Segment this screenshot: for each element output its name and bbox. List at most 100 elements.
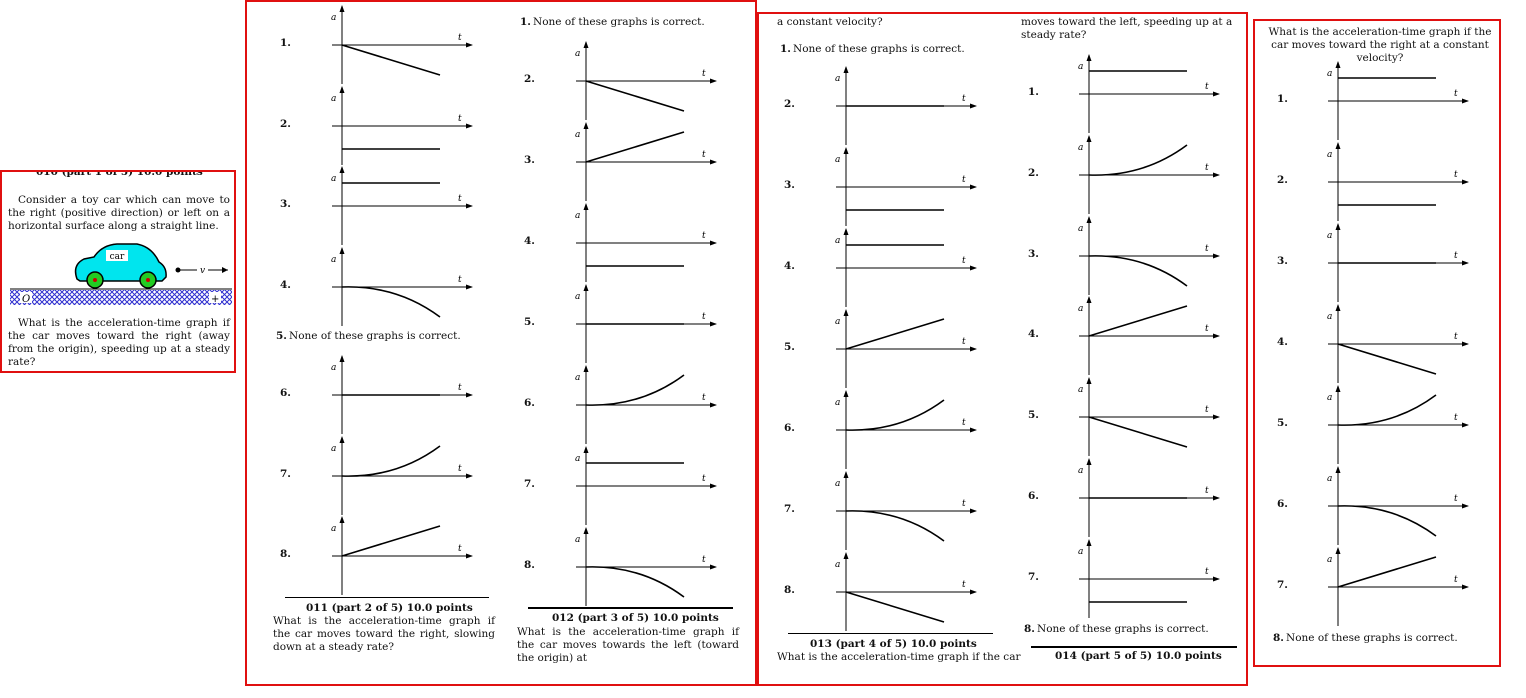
t-axis-label: t xyxy=(1205,163,1209,173)
option-graph-curve-down[interactable]: at xyxy=(806,471,977,551)
a-axis-label: a xyxy=(331,524,336,534)
arrow-icon xyxy=(1335,466,1341,473)
option-graph-pos-linear[interactable]: at xyxy=(302,516,473,596)
option-graph-pos-linear[interactable]: at xyxy=(806,309,977,389)
a-axis-label: a xyxy=(331,94,336,104)
problem-question: What is the acceleration-time graph if t… xyxy=(777,651,1021,663)
t-axis-label: t xyxy=(1454,332,1458,342)
option-graph-curve-up[interactable]: at xyxy=(1049,135,1220,215)
option-graph-const-pos[interactable]: at xyxy=(1049,54,1220,134)
problem-question: What is the acceleration-time graph if t… xyxy=(273,615,495,653)
option-number: 5. xyxy=(784,341,795,353)
option-graph-const-pos[interactable]: at xyxy=(302,166,473,246)
option-graph-const-neg[interactable]: at xyxy=(1298,142,1469,222)
car-body xyxy=(74,243,167,282)
t-axis-label: t xyxy=(962,337,966,347)
arrow-icon xyxy=(1462,503,1469,509)
t-axis-label: t xyxy=(1205,567,1209,577)
option-graph-pos-linear[interactable]: at xyxy=(1049,296,1220,376)
option-graph-curve-down[interactable]: at xyxy=(302,247,473,327)
a-axis-label: a xyxy=(331,255,336,265)
arrow-icon xyxy=(970,346,977,352)
option-graph-neg-linear[interactable]: at xyxy=(546,41,717,121)
option-graph-neg-linear[interactable]: at xyxy=(302,5,473,85)
option-number: 3. xyxy=(280,198,291,210)
option-graph-pos-linear[interactable]: at xyxy=(546,122,717,202)
arrow-icon xyxy=(1213,91,1220,97)
option-graph-const-pos[interactable]: at xyxy=(546,446,717,526)
arrow-icon xyxy=(710,402,717,408)
t-axis-label: t xyxy=(702,231,706,241)
option-text[interactable]: None of these graphs is correct. xyxy=(1286,632,1458,644)
arrow-icon xyxy=(466,203,473,209)
arrow-icon xyxy=(466,473,473,479)
option-graph-const-neg[interactable]: at xyxy=(302,86,473,166)
arrow-icon xyxy=(710,240,717,246)
a-axis-label: a xyxy=(1327,231,1332,241)
option-graph-const-neg[interactable]: at xyxy=(806,147,977,227)
option-number: 2. xyxy=(1277,174,1288,186)
option-number: 7. xyxy=(524,478,535,490)
graph-curve xyxy=(585,374,685,406)
graph-curve xyxy=(845,510,945,542)
option-graph-zero[interactable]: at xyxy=(1049,458,1220,538)
arrow-icon xyxy=(843,471,849,478)
t-axis-label: t xyxy=(1205,486,1209,496)
option-number: 6. xyxy=(1028,490,1039,502)
t-axis-label: t xyxy=(702,474,706,484)
a-axis-label: a xyxy=(331,13,336,23)
separator xyxy=(285,597,489,598)
arrow-icon xyxy=(843,228,849,235)
option-graph-curve-down[interactable]: at xyxy=(1298,466,1469,546)
graph-curve xyxy=(341,286,441,318)
option-graph-curve-up[interactable]: at xyxy=(806,390,977,470)
option-number: 4. xyxy=(1277,336,1288,348)
option-graph-neg-linear[interactable]: at xyxy=(806,552,977,632)
option-number: 2. xyxy=(1028,167,1039,179)
option-number: 1. xyxy=(520,16,531,28)
option-graph-curve-down[interactable]: at xyxy=(546,527,717,607)
option-graph-curve-up[interactable]: at xyxy=(302,436,473,516)
option-graph-neg-linear[interactable]: at xyxy=(1298,304,1469,384)
option-graph-curve-down[interactable]: at xyxy=(1049,216,1220,296)
option-number: 3. xyxy=(784,179,795,191)
arrow-icon xyxy=(1213,576,1220,582)
option-text[interactable]: None of these graphs is correct. xyxy=(533,16,705,28)
option-number: 7. xyxy=(1028,571,1039,583)
arrow-icon xyxy=(1086,216,1092,223)
a-axis-label: a xyxy=(835,236,840,246)
option-graph-const-pos[interactable]: at xyxy=(1298,61,1469,141)
option-number: 5. xyxy=(1277,417,1288,429)
graph-curve xyxy=(1088,305,1188,337)
option-graph-neg-linear[interactable]: at xyxy=(1049,377,1220,457)
a-axis-label: a xyxy=(835,560,840,570)
option-graph-curve-up[interactable]: at xyxy=(546,365,717,445)
option-graph-zero[interactable]: at xyxy=(1298,223,1469,303)
separator xyxy=(788,633,993,634)
arrow-icon xyxy=(970,427,977,433)
option-text[interactable]: None of these graphs is correct. xyxy=(793,43,965,55)
arrow-icon xyxy=(466,392,473,398)
t-axis-label: t xyxy=(1205,82,1209,92)
arrow-icon xyxy=(1086,296,1092,303)
arrow-icon xyxy=(583,446,589,453)
a-axis-label: a xyxy=(575,49,580,59)
arrow-icon xyxy=(1213,172,1220,178)
arrow-icon xyxy=(339,355,345,362)
t-axis-label: t xyxy=(458,114,462,124)
option-text[interactable]: None of these graphs is correct. xyxy=(289,330,461,342)
option-graph-zero[interactable]: at xyxy=(806,66,977,146)
option-text[interactable]: None of these graphs is correct. xyxy=(1037,623,1209,635)
option-graph-pos-linear[interactable]: at xyxy=(1298,547,1469,627)
a-axis-label: a xyxy=(1327,150,1332,160)
option-graph-zero[interactable]: at xyxy=(302,355,473,435)
option-graph-const-neg[interactable]: at xyxy=(1049,539,1220,619)
option-graph-const-pos[interactable]: at xyxy=(806,228,977,308)
option-graph-zero[interactable]: at xyxy=(546,284,717,364)
arrow-icon xyxy=(710,78,717,84)
t-axis-label: t xyxy=(1454,413,1458,423)
arrow-icon xyxy=(1462,341,1469,347)
option-graph-curve-up[interactable]: at xyxy=(1298,385,1469,465)
option-graph-const-neg[interactable]: at xyxy=(546,203,717,283)
arrow-icon xyxy=(710,159,717,165)
